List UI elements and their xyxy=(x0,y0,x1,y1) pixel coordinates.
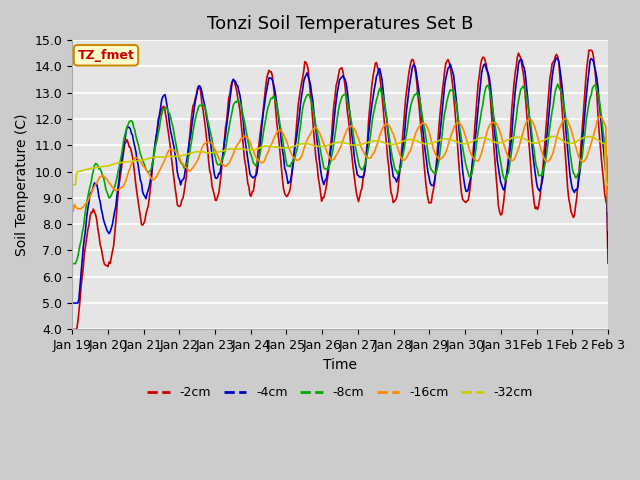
Title: Tonzi Soil Temperatures Set B: Tonzi Soil Temperatures Set B xyxy=(207,15,473,33)
Legend: -2cm, -4cm, -8cm, -16cm, -32cm: -2cm, -4cm, -8cm, -16cm, -32cm xyxy=(142,381,538,404)
Text: TZ_fmet: TZ_fmet xyxy=(77,49,134,62)
Y-axis label: Soil Temperature (C): Soil Temperature (C) xyxy=(15,113,29,256)
X-axis label: Time: Time xyxy=(323,358,357,372)
